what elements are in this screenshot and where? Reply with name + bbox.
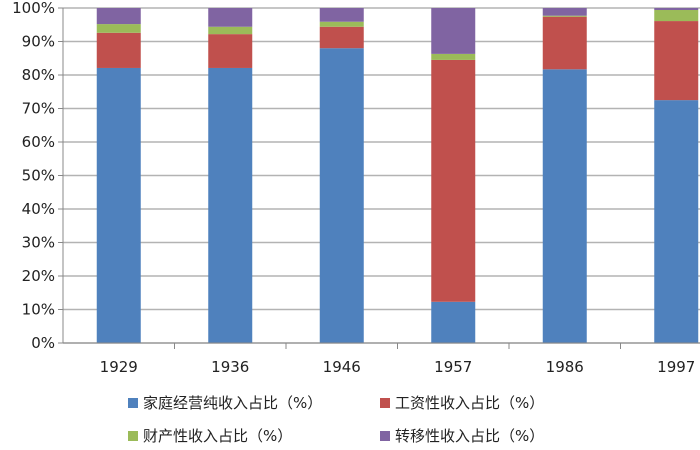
bar-segment	[542, 16, 587, 70]
bar-segment	[208, 8, 253, 27]
bar-segment	[654, 10, 699, 22]
x-tick-label: 1936	[211, 358, 249, 376]
legend-label: 转移性收入占比（%）	[395, 427, 544, 445]
y-tick-label: 0%	[31, 334, 55, 352]
x-tick-label: 1957	[434, 358, 472, 376]
bar-segment	[208, 26, 253, 35]
bars	[96, 8, 699, 344]
bar-segment	[319, 8, 364, 22]
bar-segment	[431, 301, 476, 343]
y-tick-label: 70%	[22, 100, 55, 118]
x-tick-label: 1929	[100, 358, 138, 376]
bar-segment	[431, 59, 476, 302]
x-tick-label: 1946	[323, 358, 361, 376]
y-tick-label: 20%	[22, 267, 55, 285]
y-tick-label: 90%	[22, 33, 55, 51]
bar-segment	[654, 21, 699, 101]
bar-segment	[96, 24, 141, 33]
y-tick-label: 60%	[22, 133, 55, 151]
x-tick-label: 1997	[657, 358, 695, 376]
legend-label: 工资性收入占比（%）	[395, 394, 544, 412]
y-tick-label: 50%	[22, 167, 55, 185]
bar-segment	[208, 67, 253, 343]
bar-segment	[208, 34, 253, 68]
y-tick-label: 40%	[22, 200, 55, 218]
bar-segment	[542, 15, 587, 17]
y-tick-label: 80%	[22, 66, 55, 84]
legend-label: 财产性收入占比（%）	[143, 427, 292, 445]
gridlines	[63, 7, 700, 344]
legend: 家庭经营纯收入占比（%） 工资性收入占比（%） 财产性收入占比（%） 转移性收入占比（…	[128, 394, 544, 445]
bar-segment	[654, 100, 699, 343]
bar-segment	[542, 69, 587, 344]
x-tick-labels: 1929 1936 1946 1957 1986 1997	[100, 358, 696, 376]
legend-swatch	[380, 431, 390, 441]
bar-segment	[96, 8, 141, 25]
bar-segment	[96, 32, 141, 68]
legend-swatch	[128, 398, 138, 408]
legend-swatch	[380, 398, 390, 408]
legend-label: 家庭经营纯收入占比（%）	[143, 394, 322, 412]
bar-segment	[431, 8, 476, 54]
bar-segment	[319, 26, 364, 49]
bar-segment	[542, 8, 587, 16]
legend-swatch	[128, 431, 138, 441]
bar-segment	[654, 8, 699, 11]
y-tick-label: 100%	[12, 0, 55, 17]
y-tick-labels: 0% 10% 20% 30% 40% 50% 60% 70% 80% 90% 100%	[12, 0, 55, 352]
bar-segment	[431, 53, 476, 60]
bar-segment	[319, 21, 364, 27]
x-tick-label: 1986	[546, 358, 584, 376]
y-tick-label: 30%	[22, 234, 55, 252]
y-tick-label: 10%	[22, 301, 55, 319]
bar-segment	[96, 67, 141, 343]
axes	[58, 7, 700, 349]
bar-segment	[319, 48, 364, 343]
